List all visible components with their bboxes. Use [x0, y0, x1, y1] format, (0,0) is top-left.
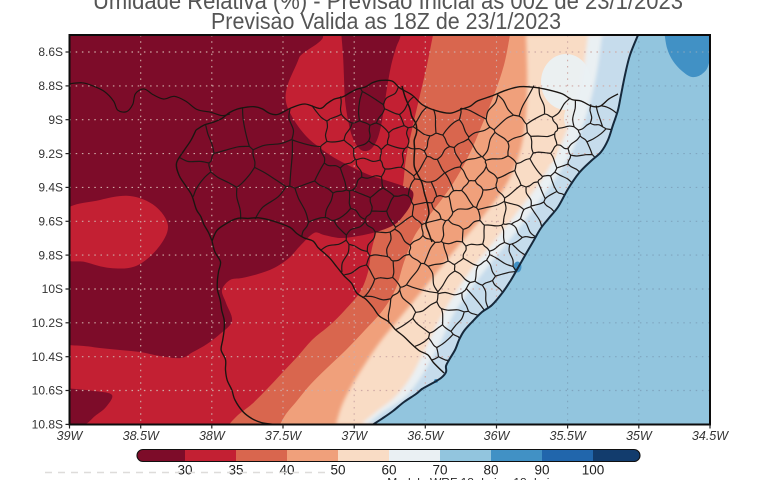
svg-text:9.6S: 9.6S	[38, 215, 63, 229]
svg-text:10.6S: 10.6S	[32, 384, 63, 398]
svg-text:90: 90	[534, 463, 549, 478]
svg-text:38W: 38W	[199, 429, 226, 443]
svg-text:35: 35	[228, 463, 243, 478]
svg-text:9S: 9S	[48, 113, 63, 127]
svg-text:40: 40	[279, 463, 294, 478]
svg-text:38.5W: 38.5W	[123, 429, 160, 443]
svg-text:36W: 36W	[484, 429, 511, 443]
svg-text:Modelo WRF 18 de jan 18 de j: Modelo WRF 18 de jan 18 de jan	[387, 476, 562, 480]
svg-text:10S: 10S	[42, 282, 63, 296]
svg-text:9.2S: 9.2S	[38, 147, 63, 161]
svg-text:37W: 37W	[341, 429, 368, 443]
svg-text:10.8S: 10.8S	[32, 418, 63, 432]
svg-text:39W: 39W	[57, 429, 84, 443]
svg-text:50: 50	[330, 463, 345, 478]
svg-text:36.5W: 36.5W	[407, 429, 444, 443]
svg-text:8.6S: 8.6S	[38, 45, 63, 59]
svg-text:9.8S: 9.8S	[38, 248, 63, 262]
svg-text:9.4S: 9.4S	[38, 181, 63, 195]
svg-text:Previsao Valida as 18Z de 23/1: Previsao Valida as 18Z de 23/1/2023	[211, 8, 561, 34]
svg-text:35.5W: 35.5W	[550, 429, 587, 443]
svg-text:10.4S: 10.4S	[32, 350, 63, 364]
svg-text:80: 80	[483, 463, 498, 478]
svg-text:60: 60	[381, 463, 396, 478]
svg-text:Umidade Relativa (%) - Previsa: Umidade Relativa (%) - Previsao Inicial …	[93, 0, 683, 15]
svg-text:70: 70	[432, 463, 447, 478]
svg-text:30: 30	[177, 463, 192, 478]
svg-text:34.5W: 34.5W	[692, 429, 729, 443]
svg-text:37.5W: 37.5W	[265, 429, 302, 443]
svg-text:8.8S: 8.8S	[38, 79, 63, 93]
svg-text:100: 100	[582, 463, 605, 478]
svg-text:10.2S: 10.2S	[32, 316, 63, 330]
svg-text:35W: 35W	[626, 429, 653, 443]
